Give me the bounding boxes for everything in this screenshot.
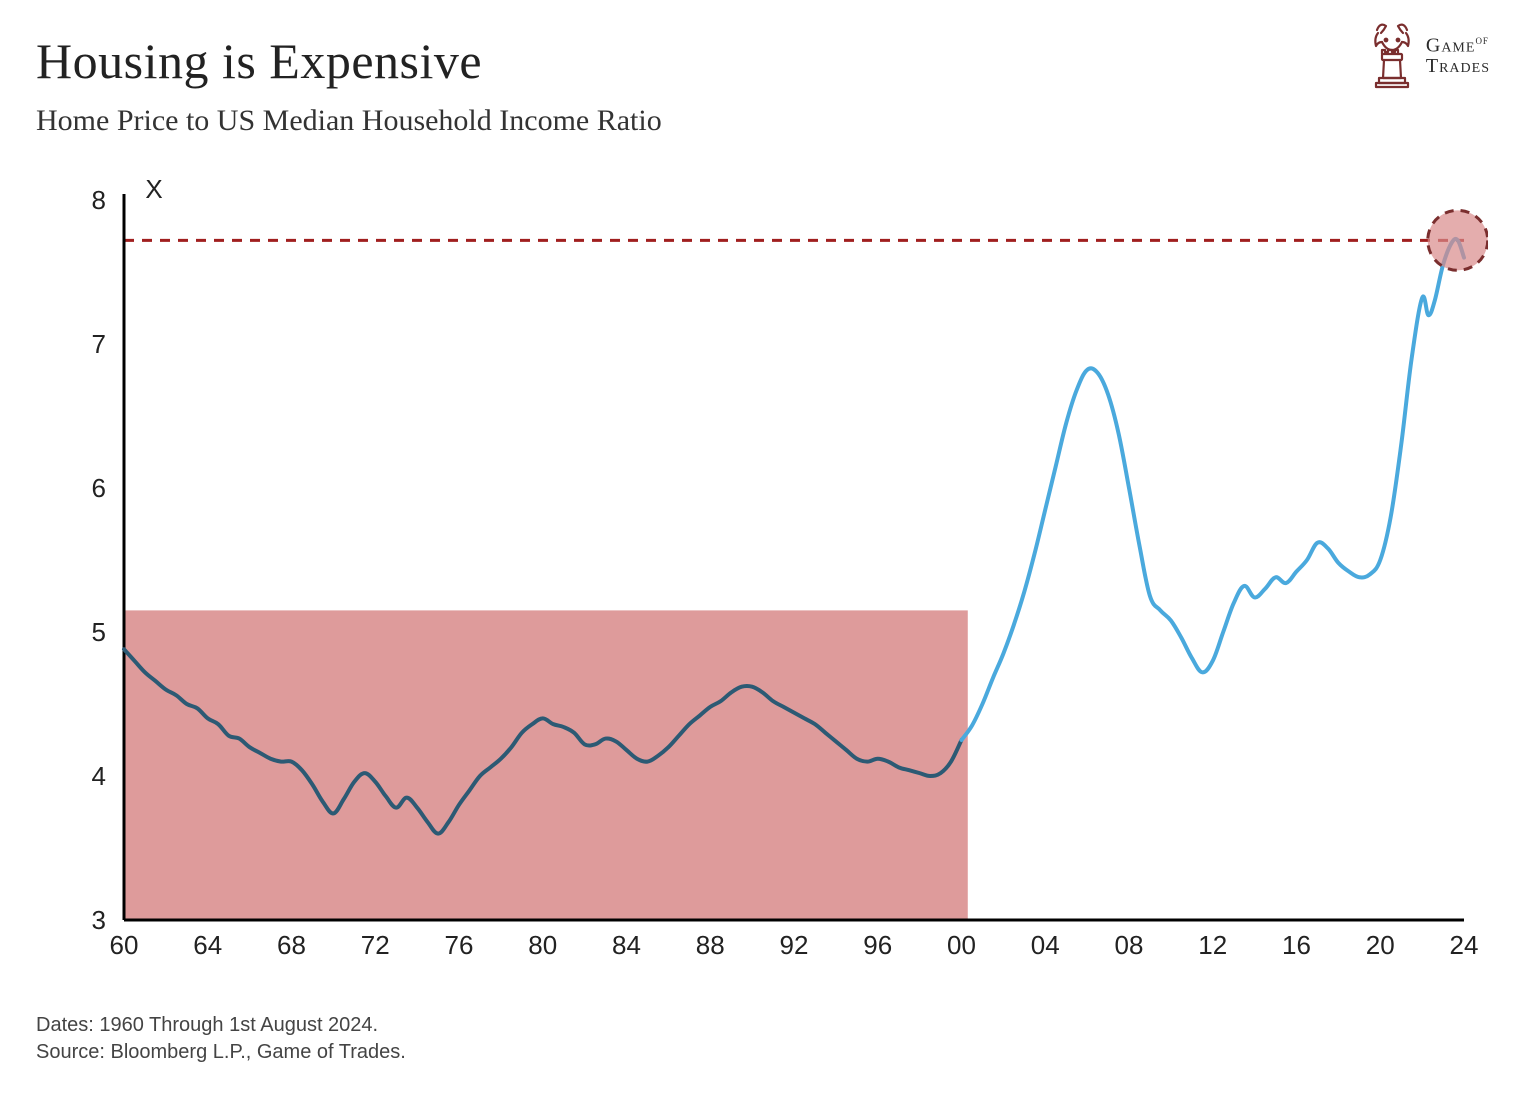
x-tick-label: 76 (445, 930, 474, 960)
y-tick-label: 7 (92, 329, 106, 359)
x-tick-label: 72 (361, 930, 390, 960)
y-tick-label: 5 (92, 617, 106, 647)
x-tick-label: 88 (696, 930, 725, 960)
x-tick-label: 20 (1366, 930, 1395, 960)
y-tick-label: 8 (92, 185, 106, 215)
current-value-highlight (1428, 210, 1488, 270)
chart-footnotes: Dates: 1960 Through 1st August 2024. Sou… (36, 1012, 406, 1066)
bull-rook-icon (1364, 20, 1420, 90)
footnote-dates: Dates: 1960 Through 1st August 2024. (36, 1012, 406, 1039)
y-tick-label: 3 (92, 905, 106, 935)
x-tick-label: 24 (1450, 930, 1479, 960)
x-tick-label: 64 (193, 930, 222, 960)
x-tick-label: 84 (612, 930, 641, 960)
logo-word-of: of (1475, 32, 1489, 47)
line-chart: 3 4 5 6 7 8 X 60 64 68 72 76 80 84 88 92 96 00 04 08 12 16 20 2… (36, 170, 1488, 976)
footnote-source: Source: Bloomberg L.P., Game of Trades. (36, 1039, 406, 1066)
y-tick-label: 6 (92, 473, 106, 503)
x-tick-label: 12 (1198, 930, 1227, 960)
y-axis-unit-label: X (145, 174, 162, 204)
y-tick-label: 4 (92, 761, 106, 791)
brand-logo-text: Gameof Trades (1426, 33, 1490, 78)
logo-word-trades: Trades (1426, 56, 1490, 77)
ratio-line-2000-2024 (962, 239, 1465, 740)
chart-title: Housing is Expensive (36, 32, 1488, 90)
x-tick-label: 00 (947, 930, 976, 960)
x-tick-label: 08 (1115, 930, 1144, 960)
x-tick-label: 16 (1282, 930, 1311, 960)
shaded-historical-region (124, 610, 968, 920)
chart-container: 3 4 5 6 7 8 X 60 64 68 72 76 80 84 88 92 96 00 04 08 12 16 20 2… (36, 170, 1488, 976)
x-tick-label: 92 (780, 930, 809, 960)
x-tick-label: 80 (528, 930, 557, 960)
brand-logo: Gameof Trades (1364, 20, 1490, 90)
x-tick-label: 96 (863, 930, 892, 960)
x-tick-label: 04 (1031, 930, 1060, 960)
x-tick-label: 68 (277, 930, 306, 960)
chart-subtitle: Home Price to US Median Household Income… (36, 104, 1488, 138)
logo-word-game: Game (1426, 34, 1476, 56)
x-tick-label: 60 (110, 930, 139, 960)
